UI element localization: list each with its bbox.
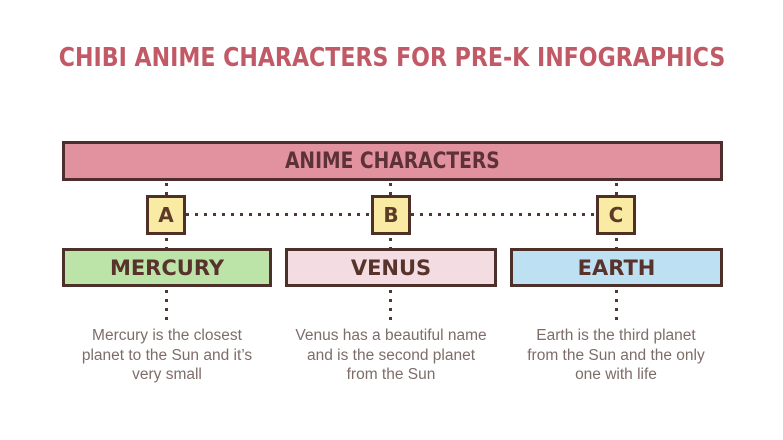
mercury-label: MERCURY	[109, 255, 225, 280]
page-title: CHIBI ANIME CHARACTERS FOR PRE-K INFOGRA…	[0, 42, 783, 74]
dotted-connector-a-to-mercury	[165, 238, 168, 248]
venus-label: VENUS	[350, 255, 432, 280]
description-venus: Venus has a beautiful name and is the se…	[295, 327, 487, 383]
letter-box-c: C	[596, 195, 636, 235]
planet-box-earth: EARTH	[510, 248, 723, 287]
letter-b-label: B	[383, 203, 399, 227]
description-mercury: Mercury is the closest planet to the Sun…	[81, 327, 253, 383]
earth-label: EARTH	[577, 255, 656, 280]
dotted-connector-header-to-c	[615, 183, 618, 195]
letter-box-a: A	[146, 195, 186, 235]
dotted-connector-c-to-earth	[615, 238, 618, 248]
header-label: ANIME CHARACTERS	[285, 148, 500, 174]
dotted-connector-earth-to-description	[615, 290, 618, 321]
dotted-connector-header-to-b	[389, 183, 392, 195]
letter-box-b: B	[371, 195, 411, 235]
dotted-connector-b-to-venus	[389, 238, 392, 248]
dotted-connector-venus-to-description	[389, 290, 392, 321]
description-earth: Earth is the third planet from the Sun a…	[527, 327, 705, 383]
header-bar: ANIME CHARACTERS	[62, 141, 723, 181]
planet-box-venus: VENUS	[285, 248, 497, 287]
page-title-text: CHIBI ANIME CHARACTERS FOR PRE-K INFOGRA…	[58, 43, 726, 73]
letter-a-label: A	[158, 203, 174, 227]
dotted-connector-mercury-to-description	[165, 290, 168, 321]
dotted-connector-header-to-a	[165, 183, 168, 195]
letter-c-label: C	[608, 203, 624, 227]
planet-box-mercury: MERCURY	[62, 248, 272, 287]
